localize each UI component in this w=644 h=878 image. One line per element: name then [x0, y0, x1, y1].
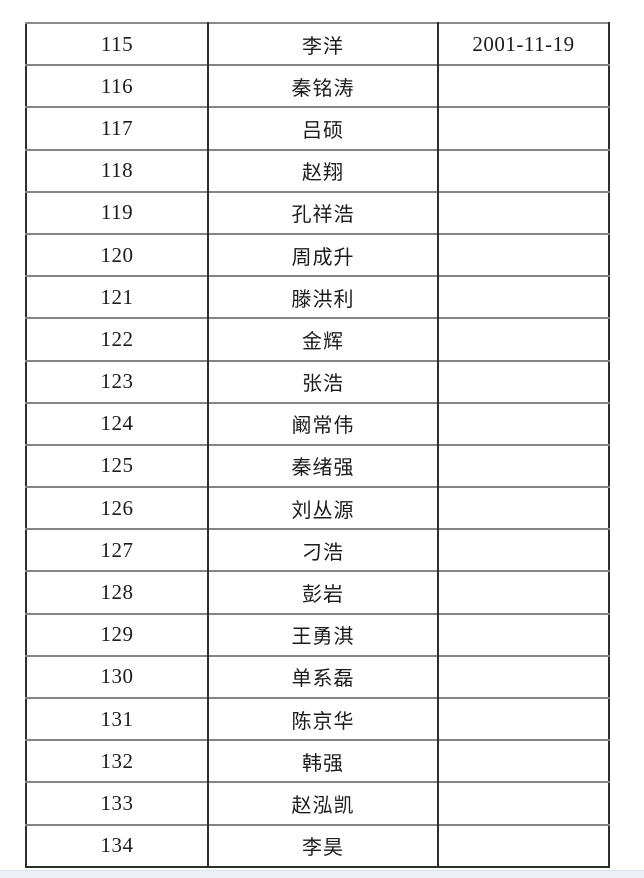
number-cell: 120: [26, 232, 208, 277]
name-cell: 孔祥浩: [207, 190, 438, 234]
date-cell: [437, 781, 609, 825]
name-cell: 李洋: [207, 23, 438, 66]
number-cell: 134: [26, 823, 208, 867]
date-cell: [437, 359, 609, 403]
number-cell: 122: [26, 317, 208, 361]
number-cell: 128: [26, 570, 208, 614]
name-cell: 滕洪利: [207, 275, 438, 319]
table-row: 123 张浩: [26, 359, 609, 403]
table-row: 118 赵翔: [26, 148, 609, 192]
date-cell: [437, 317, 609, 361]
date-cell: [437, 696, 609, 741]
roster-table: 115 李洋 2001-11-19 116 秦铭涛 117 吕硕 118 赵翔 119 孔祥浩 120…: [25, 22, 610, 868]
table-row: 117 吕硕: [26, 106, 609, 150]
name-cell: 周成升: [207, 232, 438, 277]
table-row: 116 秦铭涛: [26, 64, 609, 108]
bottom-page-edge: [0, 870, 644, 878]
number-cell: 123: [26, 359, 208, 403]
date-cell: [437, 232, 609, 277]
number-cell: 129: [26, 612, 208, 656]
name-cell: 李昊: [207, 823, 438, 867]
name-cell: 刁浩: [207, 528, 438, 572]
name-cell: 吕硕: [207, 106, 438, 150]
date-cell: 2001-11-19: [437, 23, 609, 66]
name-cell: 秦绪强: [207, 443, 438, 488]
number-cell: 130: [26, 654, 208, 698]
table-row: 115 李洋 2001-11-19: [26, 23, 609, 66]
table-row: 129 王勇淇: [26, 612, 609, 656]
table-row: 134 李昊: [26, 823, 609, 867]
date-cell: [437, 612, 609, 656]
number-cell: 115: [100, 31, 134, 56]
name-cell: 彭岩: [207, 570, 438, 614]
number-cell: 116: [26, 64, 208, 108]
table-row: 126 刘丛源: [26, 486, 609, 530]
name-cell: 秦铭涛: [207, 64, 438, 108]
name-cell: 金辉: [207, 317, 438, 361]
number-cell: 133: [26, 781, 208, 825]
number-cell: 118: [26, 148, 208, 192]
date-cell: [437, 401, 609, 445]
date-cell: [437, 654, 609, 698]
number-cell: 126: [26, 486, 208, 530]
name-cell: 赵泓凯: [207, 781, 438, 825]
table-row: 131 陈京华: [26, 696, 609, 741]
table-row: 120 周成升: [26, 232, 609, 277]
number-cell: 127: [26, 528, 208, 572]
roster-table-body: 115 李洋 2001-11-19 116 秦铭涛 117 吕硕 118 赵翔 119 孔祥浩 120…: [26, 23, 609, 867]
number-cell: 117: [26, 106, 208, 150]
table-row: 133 赵泓凯: [26, 781, 609, 825]
number-cell: 132: [26, 739, 208, 783]
number-cell: 125: [26, 443, 208, 488]
name-cell: 韩强: [207, 739, 438, 783]
name-cell: 刘丛源: [207, 486, 438, 530]
number-cell: 131: [26, 696, 208, 741]
table-row: 128 彭岩: [26, 570, 609, 614]
table-row: 127 刁浩: [26, 528, 609, 572]
name-cell: 王勇淇: [207, 612, 438, 656]
name-cell: 阚常伟: [207, 401, 438, 445]
date-cell: [437, 64, 609, 108]
name-cell: 赵翔: [207, 148, 438, 192]
date-cell: [437, 148, 609, 192]
date-cell: [437, 486, 609, 530]
name-cell: 陈京华: [207, 696, 438, 741]
table-row: 130 单系磊: [26, 654, 609, 698]
name-cell: 单系磊: [207, 654, 438, 698]
number-cell: 124: [26, 401, 208, 445]
name-cell: 张浩: [207, 359, 438, 403]
table-row: 121 滕洪利: [26, 275, 609, 319]
date-cell: [437, 528, 609, 572]
table-row: 124 阚常伟: [26, 401, 609, 445]
number-cell: 121: [26, 275, 208, 319]
table-row: 132 韩强: [26, 739, 609, 783]
table-row: 125 秦绪强: [26, 443, 609, 488]
date-cell: [437, 739, 609, 783]
date-cell: [437, 443, 609, 488]
table-row: 122 金辉: [26, 317, 609, 361]
date-cell: [437, 106, 609, 150]
number-cell: 119: [26, 190, 208, 234]
table-row: 119 孔祥浩: [26, 190, 609, 234]
date-cell: [437, 275, 609, 319]
date-cell: [437, 190, 609, 234]
date-cell: [437, 570, 609, 614]
date-cell: [437, 823, 609, 867]
